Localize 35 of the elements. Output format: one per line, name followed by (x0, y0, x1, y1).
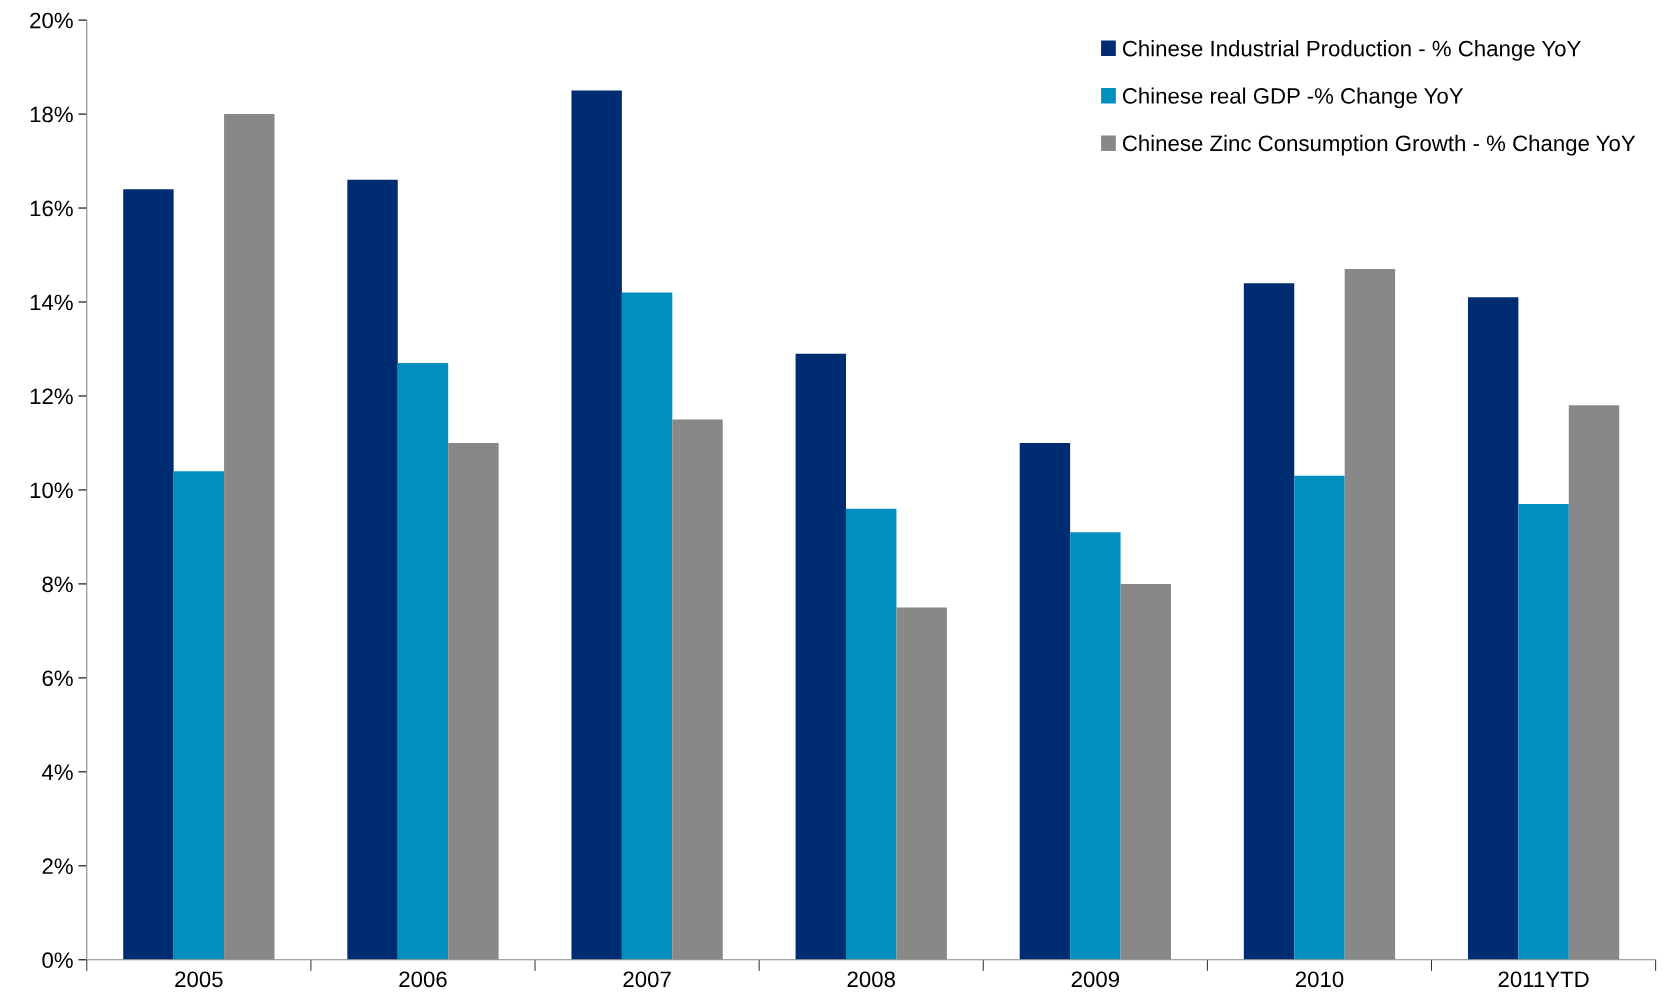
bar (347, 179, 398, 960)
y-tick-label: 6% (42, 670, 73, 687)
x-tick-label: 2007 (623, 971, 671, 988)
x-tick-label: 2008 (847, 971, 895, 988)
bar (123, 189, 174, 960)
bar (1467, 297, 1519, 960)
x-tick-label: 2011YTD (1498, 971, 1589, 988)
bar (1070, 532, 1121, 960)
bar (173, 471, 225, 960)
bar (795, 353, 846, 960)
bar (1294, 475, 1345, 960)
bar (1243, 283, 1295, 960)
y-tick-label: 0% (42, 952, 73, 969)
x-tick-label: 2010 (1295, 971, 1344, 988)
bar (1518, 504, 1569, 960)
bar (571, 90, 622, 960)
y-tick-label: 2% (42, 858, 73, 874)
legend-label: Chinese real GDP -% Change YoY (1122, 87, 1464, 109)
y-tick-label: 10% (30, 482, 73, 499)
x-tick-label: 2006 (399, 971, 447, 988)
y-tick-label: 14% (30, 294, 73, 311)
x-tick-label: 2005 (175, 971, 223, 988)
bar (621, 292, 673, 960)
bar (397, 363, 449, 960)
bar (846, 508, 897, 960)
y-tick-label: 18% (30, 106, 73, 123)
y-tick-label: 4% (41, 764, 73, 781)
y-tick-label: 12% (30, 388, 73, 405)
y-tick-label: 8% (42, 576, 73, 593)
legend-label: Chinese Zinc Consumption Growth - % Change YoY (1122, 134, 1636, 156)
y-tick-label: 16% (30, 200, 73, 217)
x-tick-label: 2009 (1071, 971, 1120, 988)
legend-label: Chinese Industrial Production - % Change YoY (1122, 40, 1581, 61)
y-tick-label: 20% (30, 12, 73, 29)
bar (1019, 442, 1071, 960)
